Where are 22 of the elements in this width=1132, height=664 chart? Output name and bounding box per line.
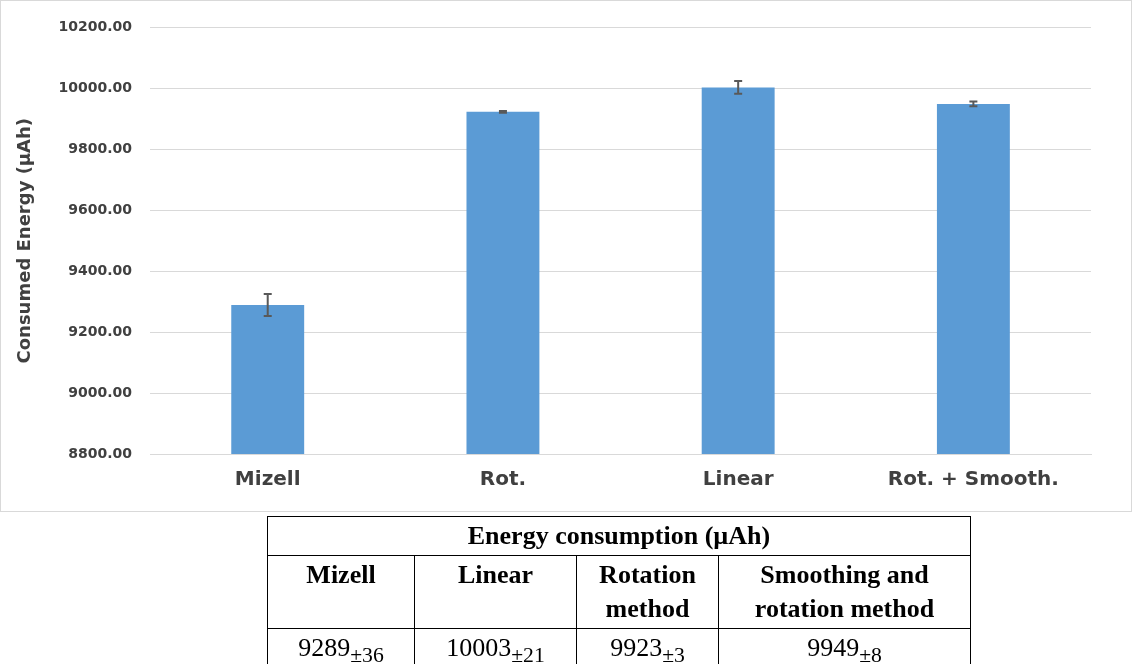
text: Energy consumption (µAh) [267, 516, 971, 556]
x-tick-label: Linear [702, 466, 774, 491]
text: Smoothing and rotation method [718, 555, 971, 629]
y-tick-label: 8800.00 [68, 444, 133, 461]
y-tick-label: 9400.00 [68, 261, 133, 278]
text: 9949$_{±8}$ [718, 628, 971, 664]
text: Linear [414, 555, 577, 629]
text: Mizell [267, 555, 415, 629]
text: 9289$_{±36}$ [267, 628, 415, 664]
x-tick-label: Rot. + Smooth. [887, 466, 1059, 491]
y-tick-label: 9600.00 [68, 200, 133, 217]
y-tick-label: 10200.00 [58, 18, 133, 35]
y-tick-label: 9800.00 [68, 139, 133, 156]
y-axis-title: Consumed Energy (µAh) [13, 117, 35, 364]
text: Rotation method [576, 555, 719, 629]
y-tick-label: 10000.00 [58, 78, 133, 95]
text: 9923$_{±3}$ [576, 628, 719, 664]
y-tick-label: 9000.00 [68, 383, 133, 400]
x-tick-label: Mizell [234, 466, 301, 491]
y-tick-label: 9200.00 [68, 322, 133, 339]
text: 10003$_{±21}$ [414, 628, 577, 664]
x-tick-label: Rot. [479, 466, 527, 491]
